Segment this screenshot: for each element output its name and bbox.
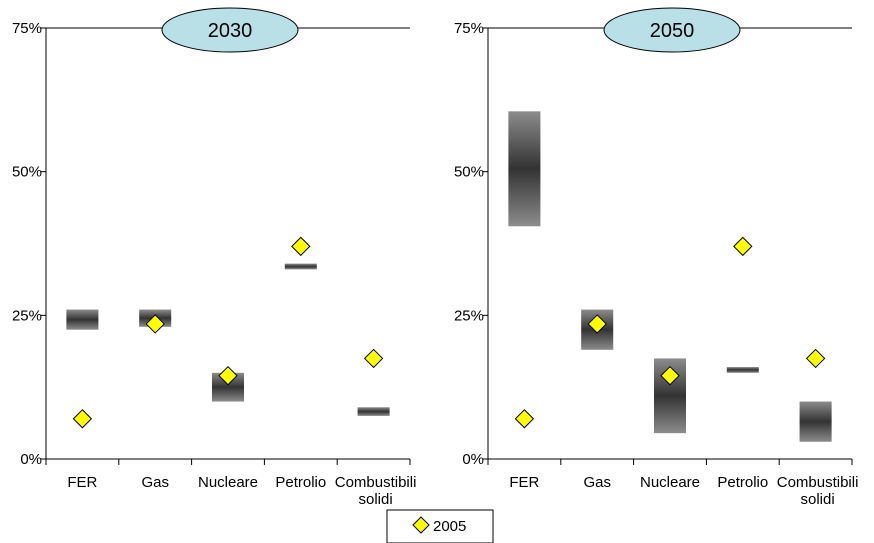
category-label: Nucleare [198,474,258,491]
y-tick-label: 50% [454,164,484,181]
y-tick-label: 25% [454,307,484,324]
marker-2005 [72,409,93,429]
chart-panel-2030: 0% 25% 50% 75% FER Gas Nucleare Petrolio Combust… [12,7,417,508]
category-label: Gas [141,474,169,491]
range-bar [508,111,541,227]
y-tick-label: 0% [462,451,484,468]
y-tick-label: 50% [12,164,42,181]
marker-2005 [291,236,311,257]
marker-2005 [218,365,238,386]
marker-2005 [733,236,753,257]
category-label: Nucleare [640,474,700,491]
y-tick-label: 75% [454,20,484,37]
charts-layer: 0% 25% 50% 75% FER Gas Nucleare Petrolio Combust… [12,7,859,508]
category-label: FER [67,474,97,491]
panel-title: 2050 [650,20,695,42]
legend-box [386,509,494,543]
panel-title: 2030 [208,20,253,42]
range-bar [799,401,832,442]
y-tick-label: 75% [12,20,42,37]
panel-title-ellipse [603,7,741,53]
category-label: Petrolio [275,474,326,491]
y-tick-label: 0% [20,451,42,468]
category-label: FER [509,474,539,491]
range-bar [726,367,759,373]
legend-marker [412,516,430,534]
category-label: Gas [583,474,611,491]
panel-title-ellipse [161,7,299,53]
marker-2005 [363,348,384,369]
category-label: Combustibili solidi [777,474,859,508]
category-label: Petrolio [717,474,768,491]
range-bar [66,309,99,330]
legend: 2005 [386,509,494,543]
chart-panel-2050: 0% 25% 50% 75% FER Gas Nucleare Petrolio Combust… [454,7,859,508]
range-bar [357,407,390,416]
marker-2005 [587,314,607,334]
legend-label: 2005 [433,518,466,535]
marker-2005 [514,409,535,429]
range-bar [284,263,317,270]
marker-2005 [145,314,165,334]
y-tick-label: 25% [12,307,42,324]
marker-2005 [805,348,826,369]
marker-2005 [660,365,680,386]
category-label: Combustibili solidi [335,474,417,508]
